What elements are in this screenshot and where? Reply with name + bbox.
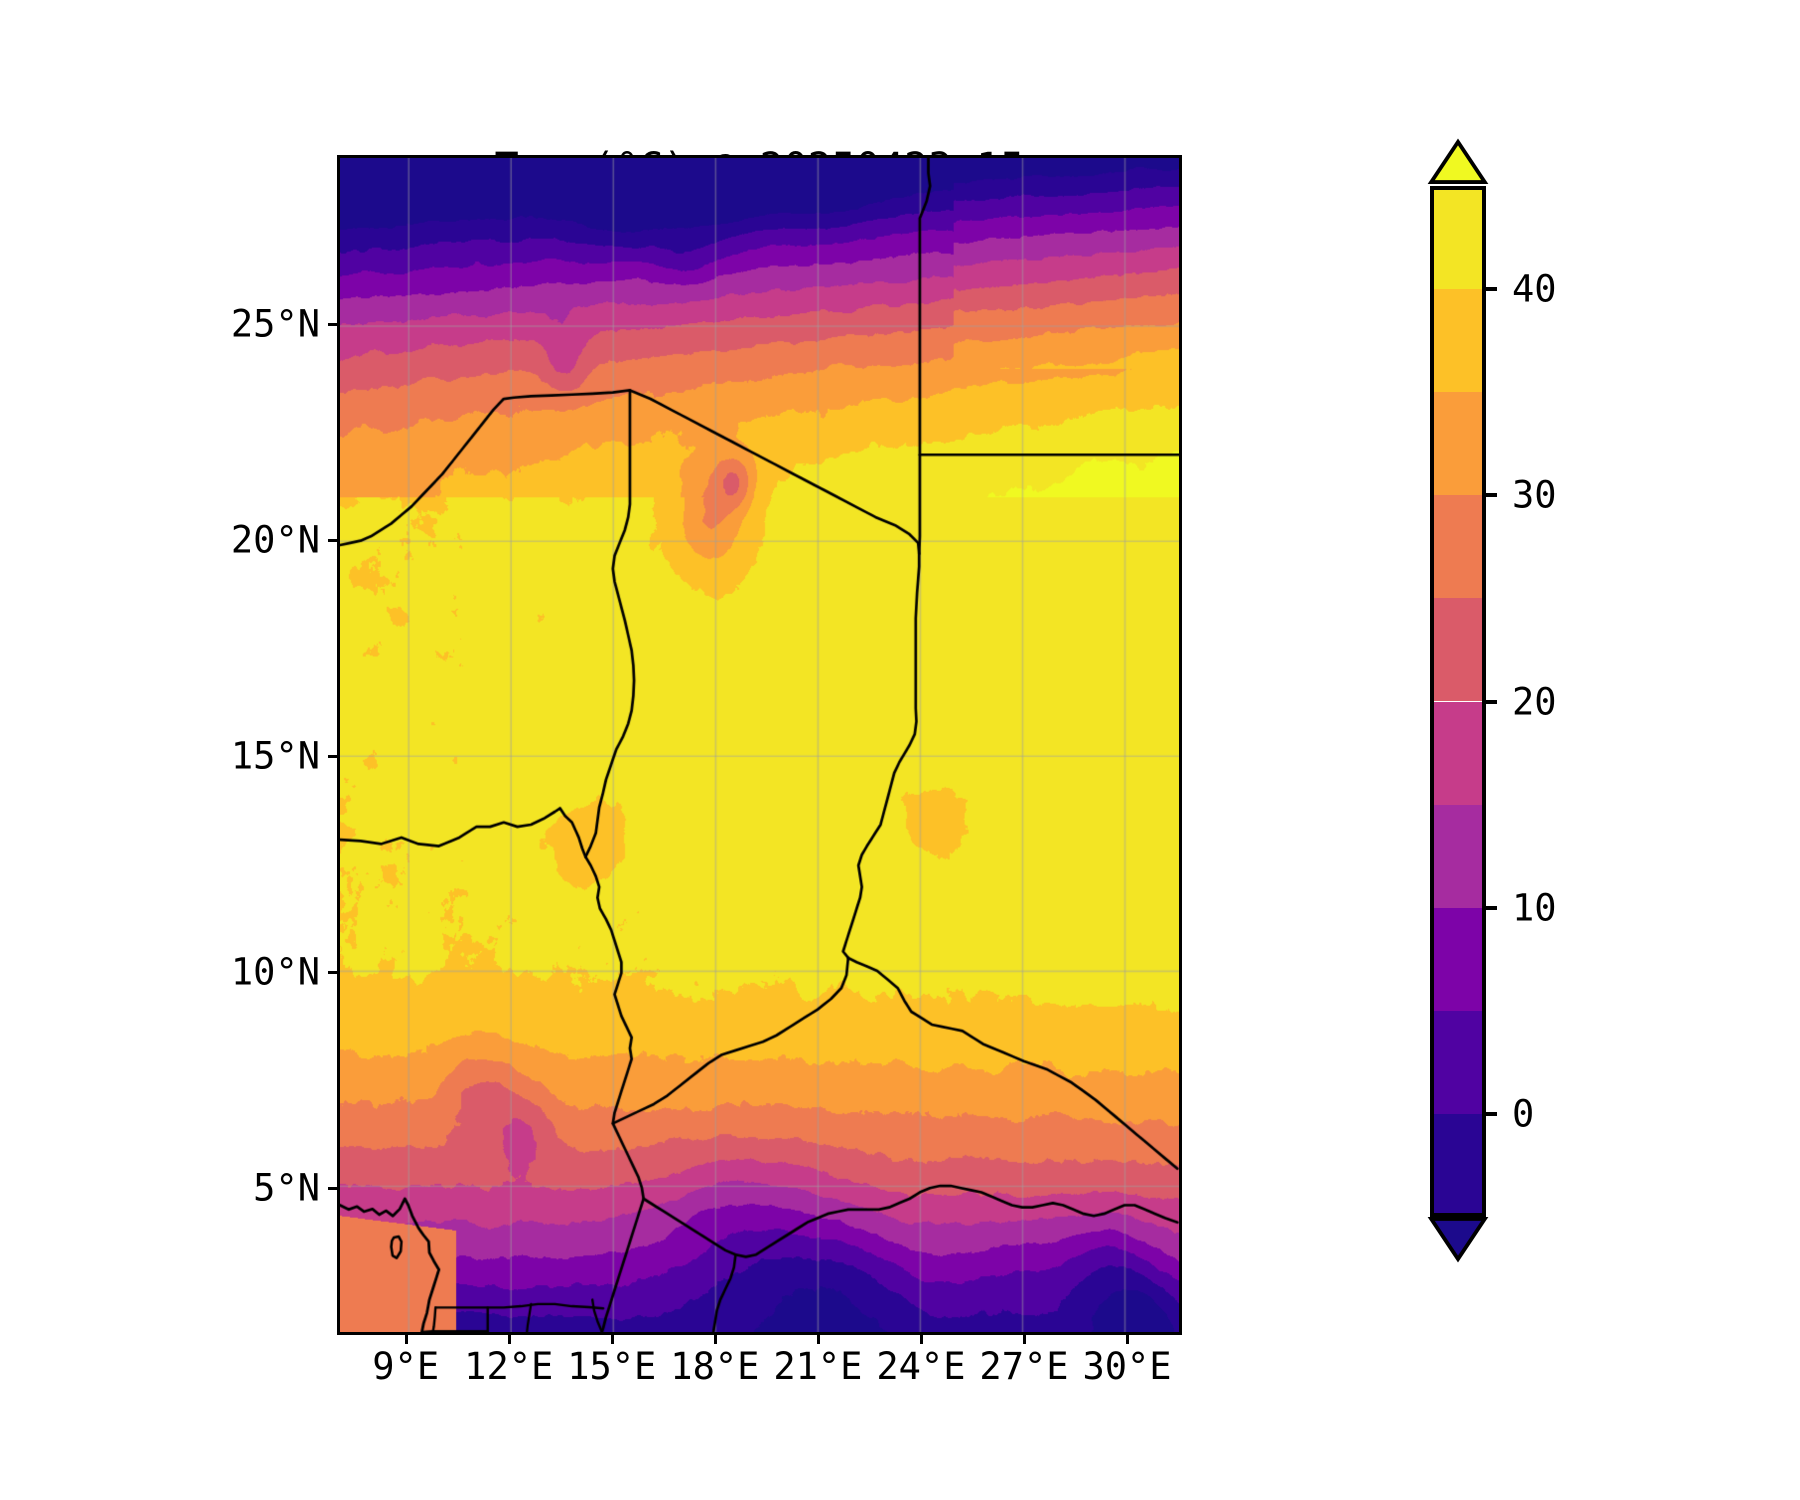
longitude-axis-labels: 9°E 12°E 15°E 18°E 21°E 24°E 27°E 30°E	[337, 1345, 1182, 1405]
latitude-tick-mark	[328, 322, 337, 326]
longitude-tick-label: 24°E	[876, 1345, 966, 1388]
latitude-tick-label: 5°N	[253, 1166, 320, 1210]
map-plot-area[interactable]	[337, 155, 1182, 1335]
colorbar-band	[1430, 598, 1486, 702]
longitude-tick-mark	[816, 1335, 820, 1344]
latitude-tick-mark	[328, 1187, 337, 1191]
latitude-tick-label: 20°N	[230, 518, 320, 562]
colorbar-tick-mark	[1486, 699, 1497, 704]
longitude-tick-label: 30°E	[1082, 1345, 1172, 1388]
longitude-tick-mark	[404, 1335, 408, 1344]
colorbar-band	[1430, 392, 1486, 496]
colorbar-bands	[1430, 186, 1486, 1217]
longitude-tick-label: 27°E	[979, 1345, 1069, 1388]
longitude-tick-label: 18°E	[670, 1345, 760, 1388]
colorbar-band	[1430, 907, 1486, 1011]
latitude-tick-label: 10°N	[230, 950, 320, 994]
colorbar-band	[1430, 804, 1486, 908]
colorbar-tick-label: 40	[1512, 267, 1557, 311]
colorbar-band	[1430, 1113, 1486, 1217]
colorbar-band	[1430, 495, 1486, 599]
colorbar-tick-mark	[1486, 493, 1497, 498]
longitude-tick-mark	[1022, 1335, 1026, 1344]
colorbar[interactable]	[1427, 138, 1489, 1263]
colorbar-tick-mark	[1486, 1111, 1497, 1116]
latitude-tick-mark	[328, 754, 337, 758]
colorbar-tick-label: 0	[1512, 1092, 1535, 1136]
colorbar-over-arrow	[1427, 138, 1489, 184]
longitude-tick-mark	[919, 1335, 923, 1344]
colorbar-band	[1430, 289, 1486, 393]
colorbar-tick-label: 10	[1512, 886, 1557, 930]
longitude-tick-mark	[1126, 1335, 1130, 1344]
longitude-tick-mark	[713, 1335, 717, 1344]
longitude-tick-label: 9°E	[372, 1345, 440, 1388]
temperature-field	[340, 158, 1179, 1332]
longitude-tick-label: 12°E	[464, 1345, 554, 1388]
colorbar-band	[1430, 1010, 1486, 1114]
latitude-tick-mark	[328, 970, 337, 974]
colorbar-tick-label: 20	[1512, 680, 1557, 723]
longitude-tick-label: 21°E	[773, 1345, 863, 1388]
colorbar-band	[1430, 701, 1486, 805]
longitude-tick-label: 15°E	[567, 1345, 657, 1388]
latitude-tick-label: 15°N	[230, 734, 320, 778]
colorbar-under-arrow	[1427, 1217, 1489, 1263]
latitude-axis-labels: 5°N 10°N 15°N 20°N 25°N	[180, 155, 320, 1335]
colorbar-tick-label: 30	[1512, 473, 1557, 517]
longitude-tick-mark	[507, 1335, 511, 1344]
latitude-tick-mark	[328, 538, 337, 542]
colorbar-tick-mark	[1486, 905, 1497, 910]
longitude-tick-mark	[610, 1335, 614, 1344]
colorbar-band	[1430, 186, 1486, 290]
latitude-tick-label: 25°N	[230, 302, 320, 346]
colorbar-tick-mark	[1486, 287, 1497, 292]
